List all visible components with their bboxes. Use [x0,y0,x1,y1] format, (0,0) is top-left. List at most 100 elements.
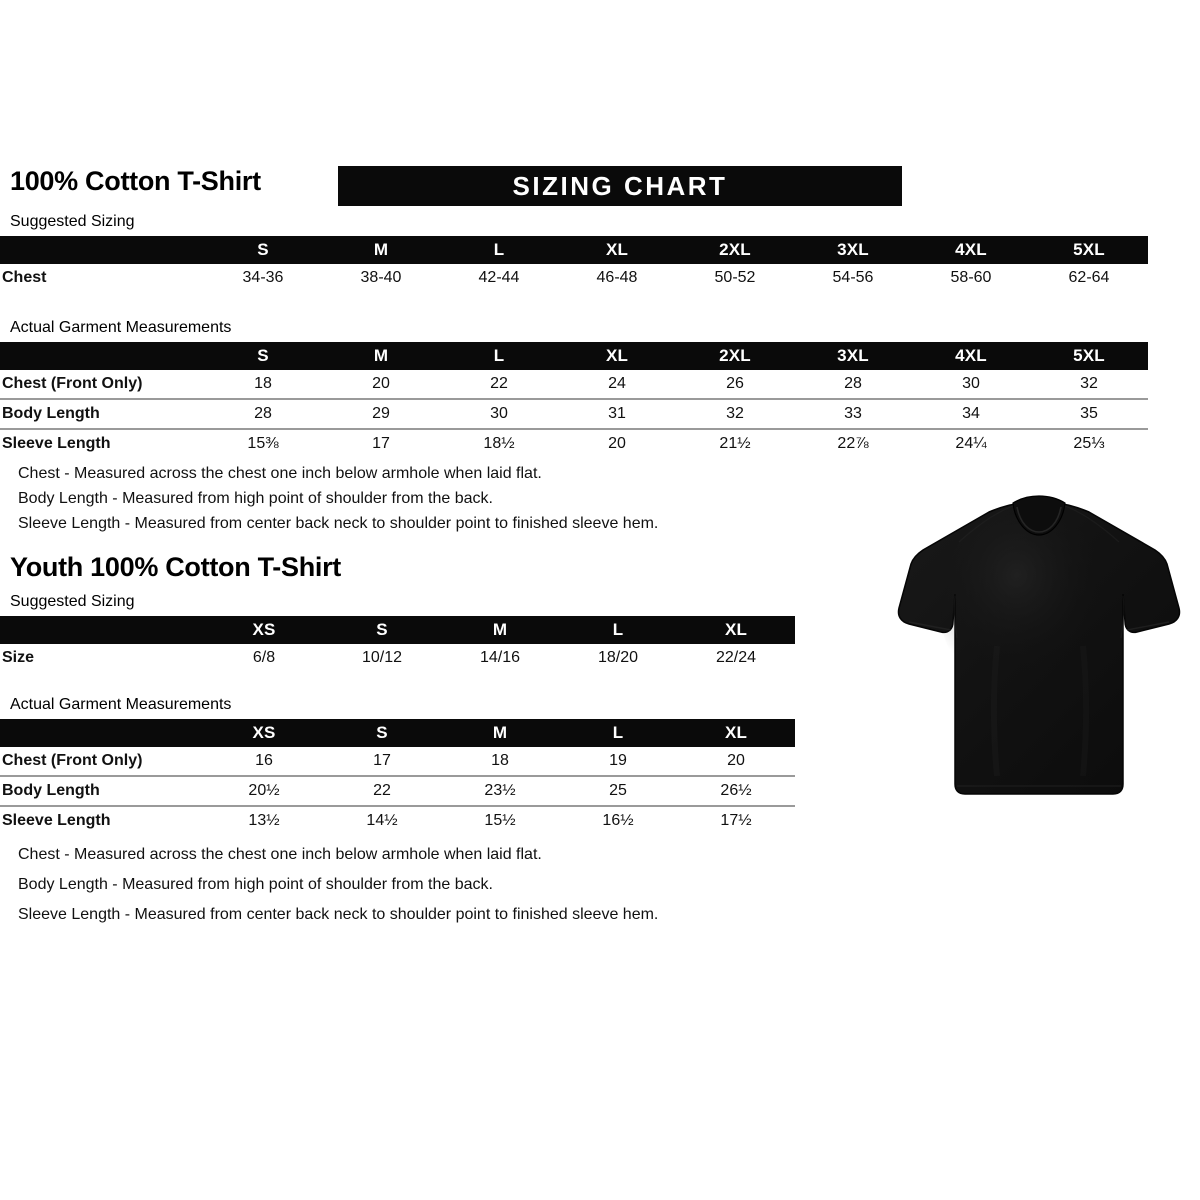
row-label-size: Size [2,649,35,666]
cell-bodylength-l: 30 [440,398,558,429]
cell-chestfront-2xl: 26 [726,375,744,392]
cell-chest-l: 42-44 [478,269,520,286]
black-tshirt-illustration [893,476,1185,808]
cell-bodylength-m: 29 [322,398,440,429]
youth-note-sleeve-length: Sleeve Length - Measured from center bac… [18,906,659,923]
adult-actual-measurements-table: S M L XL 2XL 3XL 4XL 5XL Chest (Front On… [0,342,1148,458]
cell-size-l: 18/20 [597,649,639,666]
cell-sleevelength-4xl: 24¼ [912,428,1030,458]
column-header-xl: XL [724,620,748,639]
shirt-left-armhole [953,595,958,639]
column-header-xl: XL [724,723,748,742]
cell-bodylength-m: 23½ [441,775,559,806]
column-header-5xl: 5XL [1073,240,1105,259]
cell-chest-s: 34-36 [242,269,284,286]
table-header-row: XS S M L XL [0,719,795,747]
column-header-4xl: 4XL [955,346,987,365]
cell-chestfront-s: 17 [373,752,391,769]
table-row: Chest 34-36 38-40 42-44 46-48 50-52 54-5… [0,264,1148,292]
cell-sleevelength-s: 14½ [323,805,441,835]
cell-sleevelength-xs: 13½ [205,805,323,835]
shirt-right-armhole [1120,595,1125,639]
cell-chestfront-4xl: 30 [962,375,980,392]
row-label-chest-front-only: Chest (Front Only) [2,375,143,392]
shirt-right-shoulder-seam [1064,505,1120,543]
youth-note-chest: Chest - Measured across the chest one in… [18,846,542,863]
column-header-xl: XL [605,346,629,365]
column-header-l: L [493,240,505,259]
row-label-body-length: Body Length [0,775,205,806]
cell-bodylength-4xl: 34 [912,398,1030,429]
shirt-right-sleeve-hem [1126,621,1170,631]
cell-sleevelength-xl: 20 [558,428,676,458]
cell-sleevelength-m: 15½ [441,805,559,835]
cell-bodylength-5xl: 35 [1030,398,1148,429]
cell-chest-3xl: 54-56 [832,269,874,286]
cell-bodylength-3xl: 33 [794,398,912,429]
cell-sleevelength-xl: 17½ [677,805,795,835]
cell-size-s: 10/12 [361,649,403,666]
cell-chest-xl: 46-48 [596,269,638,286]
cell-size-m: 14/16 [479,649,521,666]
cell-bodylength-2xl: 32 [676,398,794,429]
youth-note-body-length: Body Length - Measured from high point o… [18,876,493,893]
cell-bodylength-xl: 31 [558,398,676,429]
column-header-s: S [257,240,269,259]
cell-chestfront-s: 18 [254,375,272,392]
row-label-chest: Chest [2,269,47,286]
cell-chestfront-xl: 24 [608,375,626,392]
table-row: Chest (Front Only) 16 17 18 19 20 [0,747,795,776]
column-header-xl: XL [605,240,629,259]
adult-suggested-sizing-table: S M L XL 2XL 3XL 4XL 5XL Chest 34-36 38-… [0,236,1148,292]
table-row: Chest (Front Only) 18 20 22 24 26 28 30 … [0,370,1148,399]
column-header-2xl: 2XL [719,346,751,365]
cell-chest-5xl: 62-64 [1068,269,1110,286]
youth-actual-measurements-table: XS S M L XL Chest (Front Only) 16 17 18 … [0,719,795,835]
cell-chestfront-3xl: 28 [844,375,862,392]
column-header-2xl: 2XL [719,240,751,259]
row-label-body-length: Body Length [0,398,204,429]
shirt-highlight [939,508,1111,700]
cell-chestfront-xs: 16 [255,752,273,769]
shirt-left-sleeve-hem [908,621,952,631]
column-header-m: M [373,240,389,259]
column-header-m: M [373,346,389,365]
table-header-row: S M L XL 2XL 3XL 4XL 5XL [0,342,1148,370]
column-header-blank [0,236,204,264]
cell-sleevelength-m: 17 [322,428,440,458]
table-header-row: XS S M L XL [0,616,795,644]
column-header-m: M [492,620,508,639]
adult-suggested-sizing-caption: Suggested Sizing [10,213,135,230]
shirt-collar-seam [1016,506,1062,533]
shirt-fold-right [1080,645,1089,777]
cell-bodylength-xs: 20½ [205,775,323,806]
column-header-5xl: 5XL [1073,346,1105,365]
column-header-xs: XS [252,723,276,742]
column-header-s: S [257,346,269,365]
cell-chestfront-m: 20 [372,375,390,392]
table-row: Size 6/8 10/12 14/16 18/20 22/24 [0,644,795,672]
column-header-s: S [376,620,388,639]
cell-bodylength-l: 25 [559,775,677,806]
sizing-chart-banner-label: SIZING CHART [512,170,728,201]
shirt-fold-left [991,645,1000,777]
cell-sleevelength-l: 16½ [559,805,677,835]
column-header-l: L [612,620,624,639]
column-header-l: L [493,346,505,365]
row-label-sleeve-length: Sleeve Length [0,428,204,458]
cell-size-xs: 6/8 [252,649,276,666]
column-header-3xl: 3XL [837,346,869,365]
youth-suggested-sizing-table: XS S M L XL Size 6/8 10/12 14/16 18/20 2… [0,616,795,672]
cell-sleevelength-l: 18½ [440,428,558,458]
adult-note-chest: Chest - Measured across the chest one in… [18,465,542,482]
cell-chest-2xl: 50-52 [714,269,756,286]
cell-bodylength-s: 22 [323,775,441,806]
cell-size-xl: 22/24 [715,649,757,666]
cell-chest-m: 38-40 [360,269,402,286]
row-label-chest-front-only: Chest (Front Only) [2,752,143,769]
cell-bodylength-xl: 26½ [677,775,795,806]
column-header-blank [0,719,205,747]
tshirt-icon [897,495,1181,795]
column-header-4xl: 4XL [955,240,987,259]
